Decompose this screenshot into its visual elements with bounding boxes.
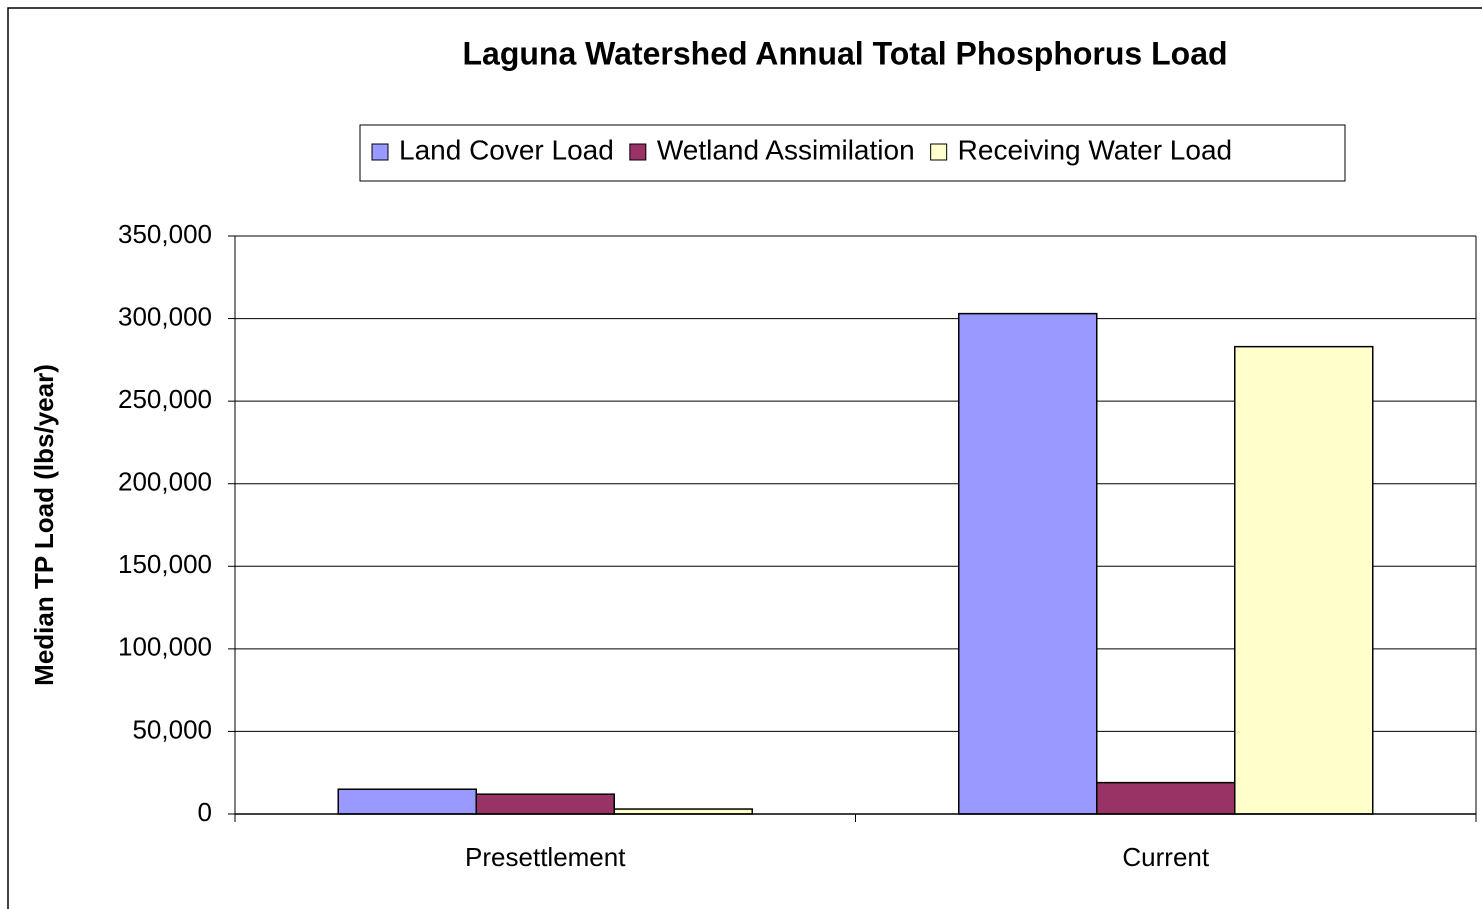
bar	[958, 312, 1098, 815]
y-tick-label: 0	[198, 797, 212, 827]
y-tick-label: 50,000	[132, 714, 212, 744]
y-tick-label: 350,000	[118, 219, 212, 249]
bar	[475, 793, 615, 815]
bar	[1096, 781, 1236, 815]
y-axis-label: Median TP Load (lbs/year)	[29, 364, 59, 686]
legend-label: Land Cover Load	[399, 134, 614, 165]
x-tick-label: Presettlement	[465, 842, 626, 872]
legend-label: Receiving Water Load	[958, 134, 1232, 165]
legend-label: Wetland Assimilation	[657, 134, 915, 165]
y-tick-label: 200,000	[118, 467, 212, 497]
legend-swatch	[371, 143, 389, 161]
x-tick-label: Current	[1122, 842, 1209, 872]
chart-title: Laguna Watershed Annual Total Phosphorus…	[462, 35, 1227, 71]
y-tick-label: 150,000	[118, 549, 212, 579]
y-tick-label: 100,000	[118, 632, 212, 662]
y-tick-label: 250,000	[118, 384, 212, 414]
bar	[337, 788, 477, 815]
legend-swatch	[930, 143, 948, 161]
legend	[359, 124, 1346, 182]
legend-swatch	[629, 143, 647, 161]
bar	[1234, 345, 1374, 815]
y-tick-label: 300,000	[118, 301, 212, 331]
